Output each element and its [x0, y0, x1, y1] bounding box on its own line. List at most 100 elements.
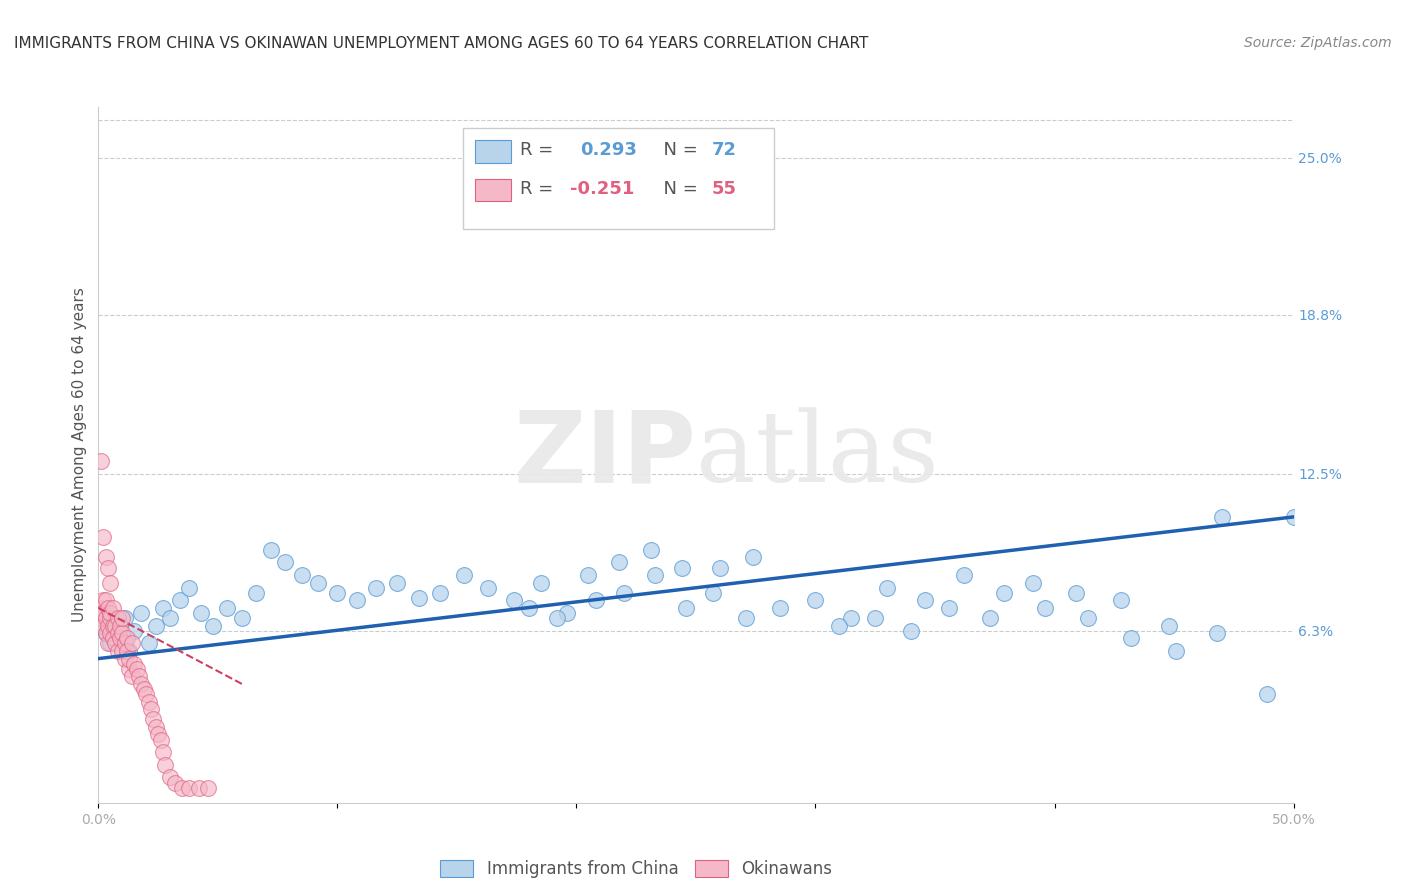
- Point: [101, 601, 124, 615]
- Point: [197, 780, 219, 795]
- Point: [841, 611, 863, 625]
- Point: [477, 581, 499, 595]
- Point: [145, 720, 167, 734]
- Text: 72: 72: [711, 141, 737, 159]
- Point: [735, 611, 758, 625]
- Point: [503, 593, 526, 607]
- Point: [114, 636, 136, 650]
- Point: [1211, 509, 1233, 524]
- Point: [768, 601, 790, 615]
- Point: [900, 624, 922, 638]
- Point: [139, 702, 162, 716]
- Point: [98, 626, 122, 640]
- Point: [118, 644, 141, 658]
- Point: [94, 626, 117, 640]
- Point: [159, 611, 181, 625]
- Point: [217, 601, 239, 615]
- Point: [104, 636, 127, 650]
- Point: [107, 644, 129, 658]
- Text: atlas: atlas: [696, 407, 939, 503]
- FancyBboxPatch shape: [475, 178, 510, 201]
- Point: [91, 618, 114, 632]
- Point: [346, 593, 368, 607]
- Point: [709, 560, 731, 574]
- Point: [98, 636, 122, 650]
- Point: [138, 636, 160, 650]
- Text: IMMIGRANTS FROM CHINA VS OKINAWAN UNEMPLOYMENT AMONG AGES 60 TO 64 YEARS CORRELA: IMMIGRANTS FROM CHINA VS OKINAWAN UNEMPL…: [14, 36, 869, 51]
- Point: [202, 618, 225, 632]
- Point: [111, 626, 134, 640]
- Point: [90, 601, 112, 615]
- Point: [98, 575, 122, 590]
- Point: [94, 550, 117, 565]
- Point: [190, 606, 212, 620]
- Text: Source: ZipAtlas.com: Source: ZipAtlas.com: [1244, 36, 1392, 50]
- Point: [187, 780, 209, 795]
- Point: [291, 568, 314, 582]
- Point: [865, 611, 887, 625]
- Point: [609, 556, 631, 570]
- Point: [385, 575, 409, 590]
- Point: [124, 657, 146, 671]
- Point: [644, 568, 666, 582]
- Point: [530, 575, 553, 590]
- Point: [97, 636, 120, 650]
- Point: [517, 601, 540, 615]
- Point: [135, 687, 157, 701]
- Point: [138, 695, 160, 709]
- Point: [107, 626, 129, 640]
- Point: [114, 651, 136, 665]
- Point: [155, 757, 177, 772]
- Point: [94, 593, 117, 607]
- Point: [125, 662, 148, 676]
- Point: [914, 593, 936, 607]
- Point: [640, 542, 662, 557]
- Point: [97, 618, 120, 632]
- Point: [107, 611, 129, 625]
- Text: R =: R =: [520, 180, 560, 198]
- Text: -0.251: -0.251: [571, 180, 636, 198]
- Point: [108, 618, 131, 632]
- Point: [163, 775, 186, 789]
- Point: [131, 606, 153, 620]
- Point: [108, 632, 131, 646]
- Point: [364, 581, 387, 595]
- Point: [993, 586, 1015, 600]
- Point: [1111, 593, 1133, 607]
- Point: [108, 632, 131, 646]
- Text: ZIP: ZIP: [513, 407, 696, 503]
- Point: [979, 611, 1001, 625]
- Point: [172, 780, 194, 795]
- Point: [124, 624, 146, 638]
- Point: [101, 618, 124, 632]
- Point: [121, 669, 143, 683]
- Point: [259, 542, 281, 557]
- Point: [1022, 575, 1045, 590]
- Point: [91, 606, 114, 620]
- Point: [578, 568, 600, 582]
- FancyBboxPatch shape: [475, 140, 510, 162]
- Point: [111, 644, 134, 658]
- Point: [408, 591, 430, 605]
- Point: [115, 644, 138, 658]
- Point: [179, 581, 201, 595]
- Point: [118, 662, 141, 676]
- Point: [671, 560, 693, 574]
- Point: [115, 632, 138, 646]
- Point: [169, 593, 191, 607]
- Point: [98, 606, 122, 620]
- Point: [131, 677, 153, 691]
- Point: [152, 745, 174, 759]
- Point: [101, 632, 124, 646]
- Point: [97, 601, 120, 615]
- Point: [555, 606, 578, 620]
- Point: [91, 593, 114, 607]
- Point: [307, 575, 329, 590]
- Y-axis label: Unemployment Among Ages 60 to 64 years: Unemployment Among Ages 60 to 64 years: [72, 287, 87, 623]
- Point: [952, 568, 974, 582]
- Point: [702, 586, 724, 600]
- Point: [148, 727, 170, 741]
- Point: [675, 601, 697, 615]
- Point: [876, 581, 898, 595]
- Point: [145, 618, 167, 632]
